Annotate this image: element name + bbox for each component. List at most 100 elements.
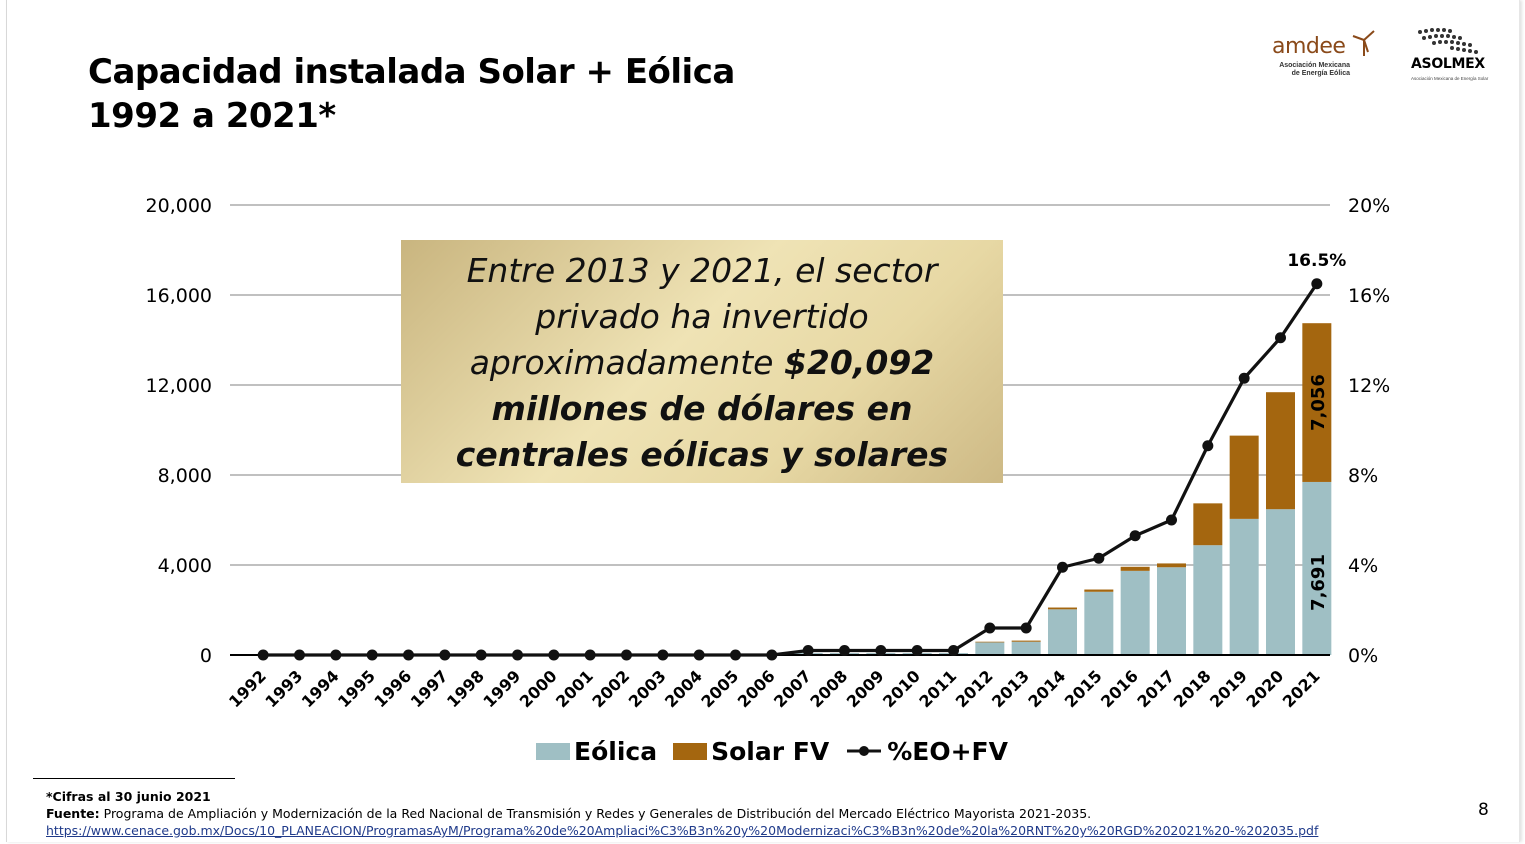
line-point [1093,552,1105,564]
amdee-logo-subtitle: Asociación Mexicana de Energía Eólica [1279,62,1350,77]
line-point [366,649,378,661]
y-left-tick-label: 20,000 [146,195,212,217]
title-line-2: 1992 a 2021* [88,96,336,136]
x-tick-label: 2003 [625,666,670,711]
bar-solar [1048,607,1077,610]
asolmex-logo: ASOLMEX Asociación Mexicana de Energía S… [1408,26,1496,90]
legend-item-solar: Solar FV [673,737,829,766]
line-point [512,649,523,661]
x-tick-label: 2015 [1061,666,1106,711]
x-tick-label: 1995 [334,666,379,711]
investment-callout: Entre 2013 y 2021, el sector privado ha … [401,240,1003,483]
line-point [548,649,560,661]
x-tick-label: 1997 [407,666,452,711]
x-tick-label: 2002 [588,666,633,711]
line-point [1202,440,1214,452]
data-label-solar: 7,056 [1308,374,1329,431]
bar-solar [1229,435,1259,519]
y-right-tick-label: 16% [1348,285,1390,307]
slide-frame [6,0,1520,842]
x-tick-label: 2021 [1279,666,1324,711]
line-point [621,649,632,661]
line-point [657,649,669,661]
y-left-tick-label: 4,000 [158,555,212,577]
x-tick-label: 2009 [843,666,888,711]
y-left-tick-label: 0 [200,645,212,667]
amdee-logo-word: amdee [1272,34,1346,59]
y-left-tick-label: 16,000 [146,285,212,307]
series-line-percent [263,282,1319,657]
footnote-fuente-label: Fuente: [46,806,100,821]
x-tick-label: 2012 [952,666,997,711]
x-tick-label: 1994 [298,666,343,711]
line-point [439,649,451,661]
legend-label-solar: Solar FV [711,736,830,766]
amdee-logo: amdee Asociación Mexicana de Energía Eól… [1262,28,1387,86]
x-tick-label: 2013 [988,666,1033,711]
x-tick-label: 2011 [915,666,960,711]
bar-eolica [1048,609,1077,655]
y-right-tick-label: 8% [1348,465,1378,487]
line-point [911,645,923,656]
line-point [948,645,959,656]
y-right-tick-label: 20% [1348,195,1390,217]
x-tick-label: 2016 [1097,666,1142,711]
bar-eolica [1084,591,1114,655]
x-tick-label: 2020 [1242,666,1287,711]
legend-item-eolica: Eólica [536,737,657,766]
line-point [403,649,414,661]
callout-text-regular: Entre 2013 y 2021, el sector privado ha … [466,251,938,382]
bar-solar [1084,589,1114,592]
line-point [1020,622,1032,634]
x-tick-label: 1999 [479,666,524,711]
bar-solar [975,641,1005,643]
bar-eolica [1229,518,1259,655]
x-tick-label: 2017 [1133,666,1178,711]
x-tick-label: 2019 [1206,666,1251,711]
x-tick-label: 2008 [806,666,851,711]
line-point [766,649,778,661]
line-point [802,645,814,656]
line-point [257,649,269,661]
slide-title: Capacidad instalada Solar + Eólica 1992 … [88,50,735,138]
line-point [584,649,596,661]
line-point [693,649,705,661]
x-tick-label: 2005 [697,666,742,711]
y-right-tick-label: 12% [1348,375,1390,397]
line-point [984,622,996,634]
footnote-divider [33,778,235,779]
page-number: 8 [1478,800,1489,820]
x-tick-label: 2007 [770,666,815,711]
legend-label-percent: %EO+FV [887,736,1008,766]
legend-swatch-line [847,746,882,756]
bar-eolica [1193,545,1223,655]
x-tick-label: 2001 [552,666,597,711]
x-tick-label: 1993 [261,666,306,711]
x-tick-label: 2004 [661,666,706,711]
footnote-source-link[interactable]: https://www.cenace.gob.mx/Docs/10_PLANEA… [46,823,1319,838]
bar-eolica [1120,570,1150,655]
chart-legend: Eólica Solar FV %EO+FV [536,734,1024,768]
line-point [1275,332,1286,344]
bar-solar [1120,566,1150,571]
bar-solar [1011,640,1041,642]
line-point [1057,561,1068,573]
bar-solar [1302,323,1332,482]
line-point [294,649,305,661]
line-point [1238,372,1250,384]
x-tick-label: 1996 [370,666,415,711]
line-point [1166,514,1177,526]
x-tick-label: 2010 [879,666,924,711]
wind-turbine-icon [1352,30,1375,56]
footnote-fuente-text: Programa de Ampliación y Modernización d… [99,806,1092,821]
line-point [475,649,487,661]
line-point [730,649,741,661]
line-point [1311,278,1323,290]
x-tick-label: 2018 [1170,666,1215,711]
line-point [330,649,342,661]
bar-eolica [1157,567,1186,655]
line-point [839,645,850,656]
y-left-tick-label: 8,000 [158,465,212,487]
title-line-1: Capacidad instalada Solar + Eólica [88,52,735,92]
